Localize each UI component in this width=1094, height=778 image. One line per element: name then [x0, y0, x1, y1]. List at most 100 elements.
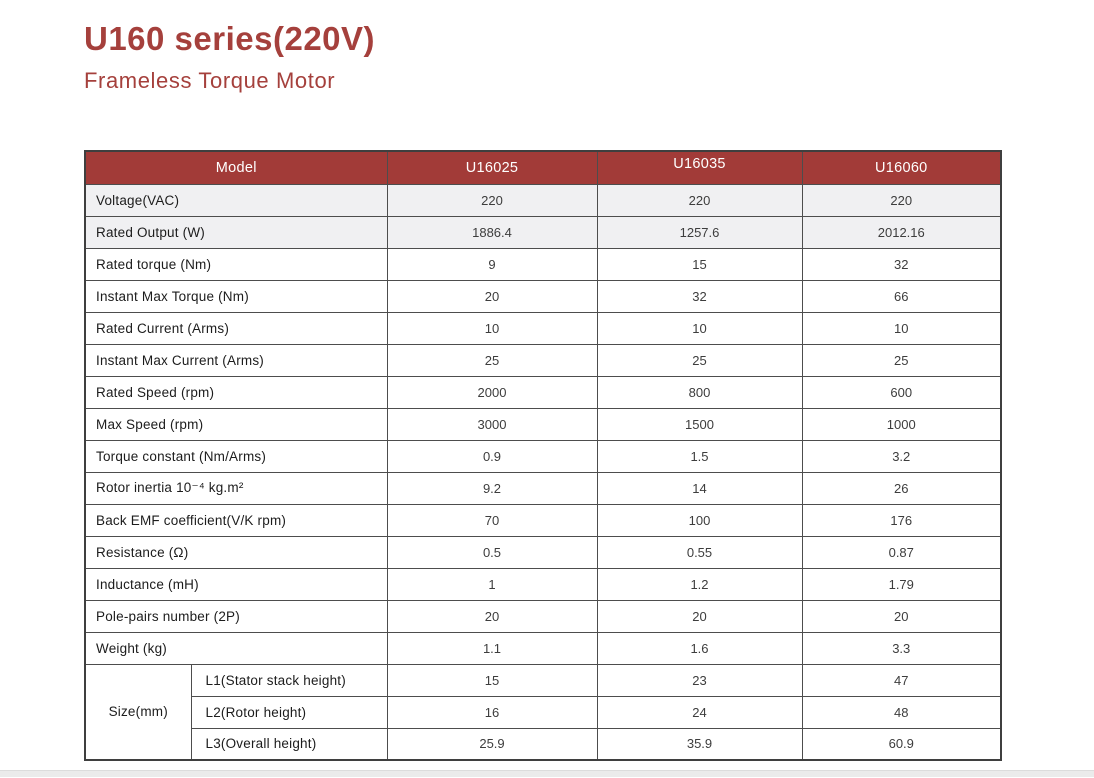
spec-row: Voltage(VAC) 220 220 220 — [84, 183, 1002, 217]
spec-row: Rotor inertia 10⁻⁴ kg.m² 9.2 14 26 — [84, 471, 1002, 505]
spec-value: 3.2 — [801, 439, 1002, 473]
spec-row: Torque constant (Nm/Arms) 0.9 1.5 3.2 — [84, 439, 1002, 473]
spec-value: 23 — [596, 663, 803, 697]
spec-value: 25.9 — [386, 727, 598, 761]
spec-value: 15 — [386, 663, 598, 697]
spec-row: Instant Max Current (Arms) 25 25 25 — [84, 343, 1002, 377]
spec-value: 100 — [596, 503, 803, 537]
spec-row-label: Rated Output (W) — [84, 215, 388, 249]
spec-value: 2012.16 — [801, 215, 1002, 249]
spec-value: 220 — [801, 183, 1002, 217]
spec-value: 47 — [801, 663, 1002, 697]
spec-row-label: Back EMF coefficient(V/K rpm) — [84, 503, 388, 537]
spec-row: Pole-pairs number (2P) 20 20 20 — [84, 599, 1002, 633]
model-header: U16035 — [596, 150, 803, 185]
spec-value: 14 — [596, 471, 803, 505]
spec-table: Model U16025 U16035 U16060 Voltage(VAC) 220 2… — [84, 150, 1002, 761]
spec-row: Instant Max Torque (Nm) 20 32 66 — [84, 279, 1002, 313]
spec-row-label: Instant Max Current (Arms) — [84, 343, 388, 377]
spec-value: 176 — [801, 503, 1002, 537]
spec-row: Inductance (mH) 1 1.2 1.79 — [84, 567, 1002, 601]
spec-row: Rated torque (Nm) 9 15 32 — [84, 247, 1002, 281]
spec-row: Rated Output (W) 1886.4 1257.6 2012.16 — [84, 215, 1002, 249]
spec-value: 1257.6 — [596, 215, 803, 249]
spec-row-label: Rated Current (Arms) — [84, 311, 388, 345]
spec-row: Max Speed (rpm) 3000 1500 1000 — [84, 407, 1002, 441]
spec-value: 1.6 — [596, 631, 803, 665]
page-subtitle: Frameless Torque Motor — [84, 68, 336, 93]
spec-value: 1 — [386, 567, 598, 601]
spec-value: 20 — [386, 599, 598, 633]
spec-row-label: Rated Speed (rpm) — [84, 375, 388, 409]
spec-value: 600 — [801, 375, 1002, 409]
size-row: L2(Rotor height) 16 24 48 — [85, 695, 1002, 729]
spec-value: 48 — [801, 695, 1002, 729]
page-edge-strip — [0, 770, 1094, 777]
spec-row-label: Voltage(VAC) — [84, 183, 388, 217]
spec-value: 0.9 — [386, 439, 598, 473]
spec-value: 220 — [596, 183, 803, 217]
spec-value: 24 — [596, 695, 803, 729]
size-group-label: Size(mm) — [84, 663, 192, 761]
spec-value: 1.5 — [596, 439, 803, 473]
spec-table-body: Voltage(VAC) 220 220 220 Rated Output (W) 188… — [84, 183, 1002, 761]
spec-value: 1.2 — [596, 567, 803, 601]
spec-row-label: Rotor inertia 10⁻⁴ kg.m² — [84, 471, 388, 505]
spec-value: 2000 — [386, 375, 598, 409]
title-block: U160 series(220V) Frameless Torque Motor — [84, 18, 375, 96]
size-sub-label: L1(Stator stack height) — [190, 663, 388, 697]
spec-value: 1886.4 — [386, 215, 598, 249]
spec-value: 25 — [386, 343, 598, 377]
spec-row-label: Rated torque (Nm) — [84, 247, 388, 281]
spec-row-label: Inductance (mH) — [84, 567, 388, 601]
spec-value: 35.9 — [596, 727, 803, 761]
spec-value: 32 — [596, 279, 803, 313]
spec-value: 15 — [596, 247, 803, 281]
spec-row: Back EMF coefficient(V/K rpm) 70 100 176 — [84, 503, 1002, 537]
spec-row: Resistance (Ω) 0.5 0.55 0.87 — [84, 535, 1002, 569]
spec-row: Weight (kg) 1.1 1.6 3.3 — [84, 631, 1002, 665]
spec-value: 9.2 — [386, 471, 598, 505]
spec-value: 0.55 — [596, 535, 803, 569]
model-header: U16060 — [801, 150, 1002, 185]
spec-value: 10 — [386, 311, 598, 345]
model-column-header: Model — [84, 150, 388, 185]
spec-row-label: Instant Max Torque (Nm) — [84, 279, 388, 313]
spec-row-label: Weight (kg) — [84, 631, 388, 665]
spec-value: 220 — [386, 183, 598, 217]
spec-value: 10 — [596, 311, 803, 345]
spec-table-header-row: Model U16025 U16035 U16060 — [84, 150, 1002, 185]
spec-row: Rated Speed (rpm) 2000 800 600 — [84, 375, 1002, 409]
spec-value: 20 — [596, 599, 803, 633]
page-title: U160 series(220V) — [84, 20, 376, 57]
spec-value: 60.9 — [801, 727, 1002, 761]
spec-value: 26 — [801, 471, 1002, 505]
spec-value: 0.87 — [801, 535, 1002, 569]
spec-value: 3000 — [386, 407, 598, 441]
spec-value: 20 — [801, 599, 1002, 633]
spec-value: 25 — [801, 343, 1002, 377]
spec-value: 9 — [386, 247, 598, 281]
model-header: U16025 — [386, 150, 598, 185]
size-sub-label: L3(Overall height) — [190, 727, 388, 761]
spec-value: 1000 — [801, 407, 1002, 441]
spec-row-label: Torque constant (Nm/Arms) — [84, 439, 388, 473]
spec-value: 16 — [386, 695, 598, 729]
spec-value: 3.3 — [801, 631, 1002, 665]
spec-value: 1.79 — [801, 567, 1002, 601]
spec-row-label: Resistance (Ω) — [84, 535, 388, 569]
spec-row-label: Max Speed (rpm) — [84, 407, 388, 441]
spec-row-label: Pole-pairs number (2P) — [84, 599, 388, 633]
spec-value: 20 — [386, 279, 598, 313]
size-row: L3(Overall height) 25.9 35.9 60.9 — [85, 727, 1002, 761]
spec-row: Rated Current (Arms) 10 10 10 — [84, 311, 1002, 345]
spec-value: 66 — [801, 279, 1002, 313]
spec-value: 1500 — [596, 407, 803, 441]
size-sub-label: L2(Rotor height) — [190, 695, 388, 729]
spec-value: 0.5 — [386, 535, 598, 569]
spec-value: 1.1 — [386, 631, 598, 665]
spec-value: 800 — [596, 375, 803, 409]
spec-value: 32 — [801, 247, 1002, 281]
spec-value: 10 — [801, 311, 1002, 345]
